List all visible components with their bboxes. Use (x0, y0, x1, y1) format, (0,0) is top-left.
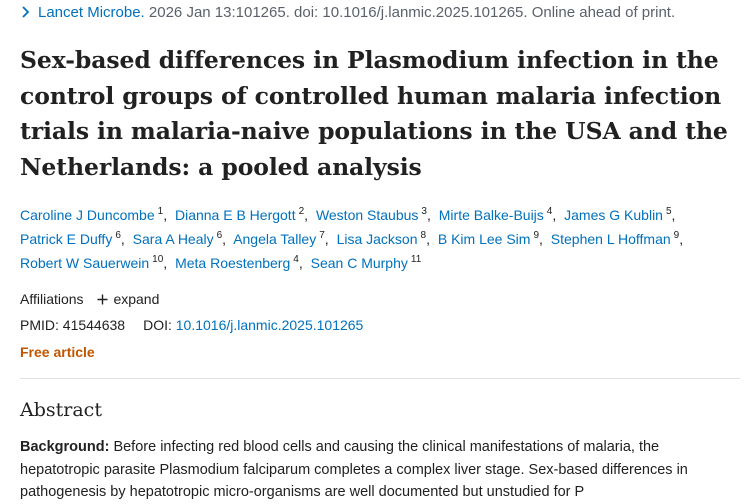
author-affiliation-number[interactable]: 4 (293, 254, 299, 266)
author-affiliation-number[interactable]: 7 (319, 230, 325, 242)
author-separator: , (298, 255, 303, 271)
authors-list: Caroline J Duncombe 1, Dianna E B Hergott… (20, 203, 740, 275)
author-name-link[interactable]: Dianna E B Hergott (174, 207, 296, 223)
author-affiliation-number[interactable]: 9 (533, 230, 539, 242)
author-name-link[interactable]: Sean C Murphy (310, 255, 408, 271)
author-affiliation-number[interactable]: 11 (410, 254, 422, 266)
author-affiliation-number[interactable]: 3 (421, 206, 427, 218)
author-item: Sara A Healy 6, (133, 231, 230, 247)
author-name-link[interactable]: Stephen L Hoffman (550, 231, 671, 247)
author-item: Stephen L Hoffman 9, (551, 231, 687, 247)
author-affiliation-number[interactable]: 10 (152, 254, 164, 266)
author-affiliation-number[interactable]: 9 (673, 230, 680, 242)
author-item: B Kim Lee Sim 9, (438, 231, 547, 247)
author-item: Angela Talley 7, (233, 231, 332, 247)
author-item: Patrick E Duffy 6, (20, 231, 129, 247)
doi-link[interactable]: 10.1016/j.lanmic.2025.101265 (175, 317, 364, 333)
author-separator: , (671, 207, 676, 223)
author-affiliation-number[interactable]: 4 (546, 206, 553, 218)
affiliations-row: Affiliations expand (20, 289, 159, 309)
author-separator: , (163, 207, 168, 223)
author-affiliation-number[interactable]: 8 (420, 230, 427, 242)
section-divider (20, 378, 740, 379)
author-separator: , (324, 231, 329, 247)
author-separator: , (426, 231, 430, 247)
author-name-link[interactable]: James G Kublin (564, 207, 663, 223)
author-name-link[interactable]: Weston Staubus (315, 207, 419, 223)
author-item: Dianna E B Hergott 2, (175, 207, 312, 223)
author-affiliation-number[interactable]: 2 (298, 206, 305, 218)
author-affiliation-number[interactable]: 6 (115, 230, 121, 242)
expand-label: expand (113, 291, 160, 307)
pmid-label: PMID: (20, 317, 59, 333)
author-name-link[interactable]: Sara A Healy (132, 231, 214, 247)
abstract-heading: Abstract (20, 399, 102, 421)
author-item: Mirte Balke-Buijs 4, (439, 207, 560, 223)
author-item: Meta Roestenberg 4, (175, 255, 307, 271)
author-separator: , (426, 207, 431, 223)
author-separator: , (539, 231, 543, 247)
chevron-right-icon[interactable] (20, 6, 32, 18)
author-separator: , (222, 231, 227, 247)
background-text: Before infecting red blood cells and cau… (20, 439, 688, 500)
author-name-link[interactable]: Angela Talley (233, 231, 317, 247)
author-separator: , (679, 231, 684, 247)
author-separator: , (120, 231, 125, 247)
author-affiliation-number[interactable]: 6 (216, 230, 223, 242)
author-affiliation-number[interactable]: 1 (157, 206, 164, 218)
author-item: James G Kublin 5, (564, 207, 679, 223)
author-name-link[interactable]: Caroline J Duncombe (20, 207, 155, 223)
author-name-link[interactable]: B Kim Lee Sim (437, 231, 531, 247)
abstract-background: Background: Before infecting red blood c… (20, 436, 736, 504)
pmid-value: 41544638 (62, 317, 126, 333)
article-title: Sex-based differences in Plasmodium infe… (20, 46, 728, 181)
author-name-link[interactable]: Patrick E Duffy (20, 231, 113, 247)
affiliations-label: Affiliations (20, 291, 84, 307)
journal-link[interactable]: Lancet Microbe. (38, 4, 145, 21)
expand-affiliations-button[interactable]: expand (97, 291, 159, 307)
author-name-link[interactable]: Lisa Jackson (336, 231, 418, 247)
author-item: Weston Staubus 3, (316, 207, 435, 223)
author-item: Sean C Murphy 11 (311, 255, 422, 271)
author-affiliation-number[interactable]: 5 (665, 206, 672, 218)
plus-icon (97, 294, 108, 305)
author-separator: , (163, 255, 168, 271)
author-item: Caroline J Duncombe 1, (20, 207, 171, 223)
author-name-link[interactable]: Mirte Balke-Buijs (438, 207, 544, 223)
free-article-link[interactable]: Free article (20, 344, 95, 360)
author-item: Robert W Sauerwein 10, (20, 255, 171, 271)
background-label: Background: (20, 439, 110, 455)
author-separator: , (304, 207, 309, 223)
author-name-link[interactable]: Robert W Sauerwein (20, 255, 150, 271)
author-separator: , (552, 207, 557, 223)
doi-label: DOI: (143, 317, 172, 333)
author-name-link[interactable]: Meta Roestenberg (175, 255, 291, 271)
citation-line: Lancet Microbe. 2026 Jan 13:101265. doi:… (20, 2, 740, 24)
identifiers-row: PMID: 41544638 DOI: 10.1016/j.lanmic.2025… (20, 315, 363, 335)
author-item: Lisa Jackson 8, (337, 231, 434, 247)
citation-details: 2026 Jan 13:101265. doi: 10.1016/j.lanmi… (148, 4, 676, 21)
